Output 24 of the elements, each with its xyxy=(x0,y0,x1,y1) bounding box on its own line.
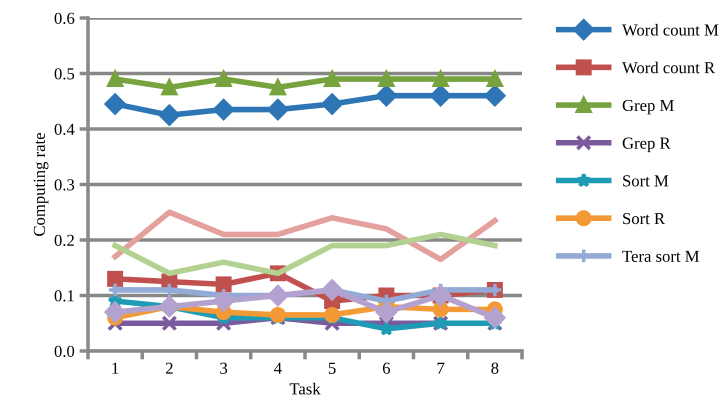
y-tick-label: 0.3 xyxy=(54,179,74,191)
legend-label: Tera sort M xyxy=(622,250,700,262)
y-tick-label: 0.1 xyxy=(54,290,74,302)
legend-label: Sort R xyxy=(623,212,666,224)
y-tick-label: 0.6 xyxy=(54,12,74,24)
x-tick-label: 8 xyxy=(491,362,498,374)
x-tick-label: 5 xyxy=(328,362,336,374)
x-tick-label: 7 xyxy=(438,362,444,374)
y-tick-label: 0.4 xyxy=(54,124,75,136)
y-tick-label: 0.5 xyxy=(54,68,74,80)
legend-label: Grep R xyxy=(622,138,671,152)
x-axis-title: Task xyxy=(290,382,321,395)
x-tick-label: 2 xyxy=(166,362,173,374)
x-tick-label: 1 xyxy=(112,362,118,374)
y-axis-title: Computing rate xyxy=(34,133,48,236)
y-tick-label: 0.0 xyxy=(54,346,74,358)
y-tick-label: 0.2 xyxy=(54,234,74,246)
x-tick-label: 4 xyxy=(274,362,282,374)
legend-label: Grep M xyxy=(622,100,674,114)
legend-label: Word count M xyxy=(622,24,718,36)
legend-label: Word count R xyxy=(622,62,716,74)
x-tick-label: 3 xyxy=(220,362,228,374)
legend-label: Sort M xyxy=(623,175,668,186)
x-tick-label: 6 xyxy=(382,362,390,374)
